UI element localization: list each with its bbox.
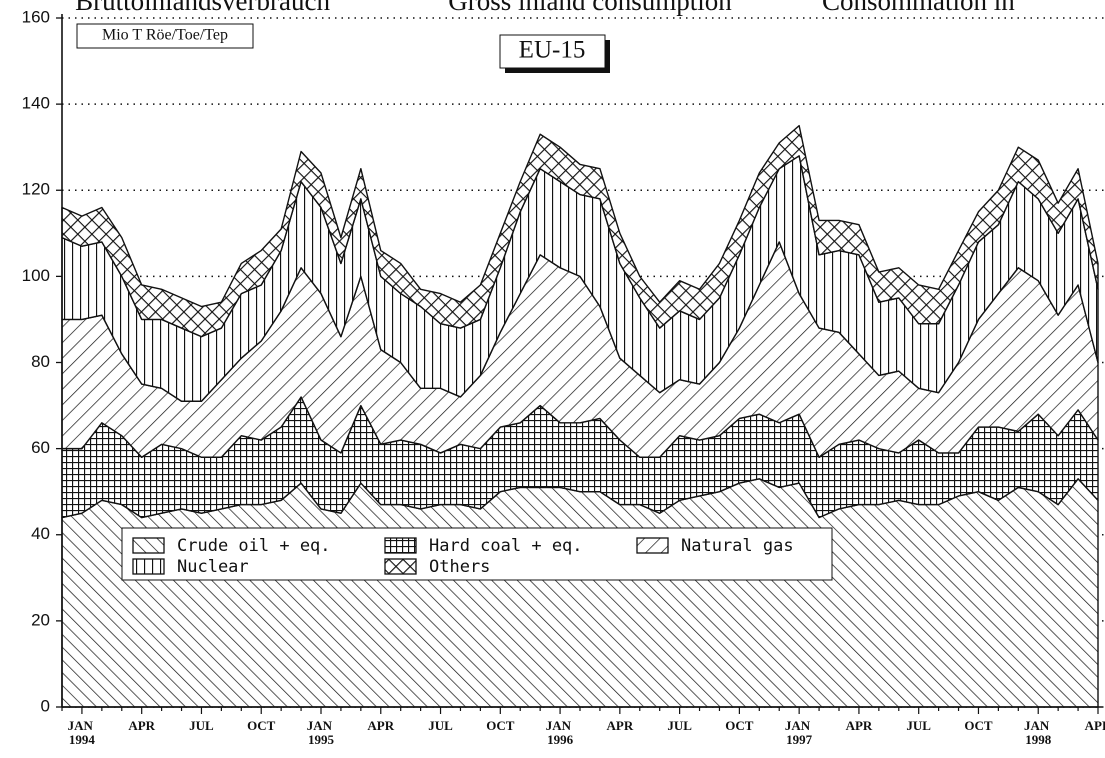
legend-label: Hard coal + eq. (429, 536, 583, 556)
y-tick-label: 140 (22, 94, 50, 113)
y-tick-label: 100 (22, 266, 50, 285)
x-tick-label: JAN 1994 (68, 718, 97, 747)
legend-swatch (636, 537, 669, 554)
header-de: Bruttoinlandsverbrauch (75, 0, 330, 16)
legend-label: Crude oil + eq. (177, 536, 331, 556)
legend-box (121, 527, 833, 581)
x-tick-label: JUL (189, 718, 214, 733)
unit-label: Mio T Röe/Toe/Tep (102, 27, 228, 44)
y-tick-label: 80 (31, 352, 50, 371)
x-tick-label: JAN 1996 (546, 718, 575, 747)
chart-title: EU-15 (519, 37, 586, 64)
unit-box (76, 23, 254, 49)
x-tick-label: APR (846, 718, 873, 733)
legend-label: Nuclear (177, 557, 249, 577)
x-tick-label: OCT (964, 718, 993, 733)
x-tick-label: APR (128, 718, 155, 733)
y-tick-label: 60 (31, 438, 50, 457)
x-tick-label: APR (367, 718, 394, 733)
legend: Crude oil + eq. Hard coal + eq. Natural ga… (121, 527, 833, 581)
y-tick-label: 160 (22, 7, 50, 26)
x-tick-label: JAN 1998 (1024, 718, 1053, 747)
area (61, 478, 1099, 708)
x-tick-label: OCT (725, 718, 754, 733)
x-tick-label: APR (606, 718, 633, 733)
legend-label: Others (429, 557, 490, 577)
x-tick-label: JAN 1995 (307, 718, 336, 747)
x-tick-label: JUL (667, 718, 692, 733)
area (61, 124, 1099, 338)
x-tick-label: OCT (247, 718, 276, 733)
legend-swatch (132, 558, 165, 575)
header-en: Gross inland consumption (448, 0, 732, 16)
y-tick-label: 0 (41, 696, 50, 715)
x-tick-label: JUL (428, 718, 453, 733)
x-tick-label: JUL (906, 718, 931, 733)
y-tick-label: 20 (31, 610, 50, 629)
x-tick-label: JAN 1997 (785, 718, 814, 747)
legend-swatch (384, 537, 417, 554)
header-fr: Consommation in (822, 0, 1015, 16)
x-tick-label: APR (1085, 718, 1105, 733)
title-box (499, 34, 606, 69)
legend-label: Natural gas (681, 536, 794, 556)
legend-swatch (132, 537, 165, 554)
y-tick-label: 40 (31, 524, 50, 543)
x-tick-label: OCT (486, 718, 515, 733)
y-tick-label: 120 (22, 180, 50, 199)
plot-area: 0 20 40 60 80 100 120 140 160 JAN 1994 APR JUL OCT JA… (22, 7, 1105, 747)
legend-swatch (384, 558, 417, 575)
